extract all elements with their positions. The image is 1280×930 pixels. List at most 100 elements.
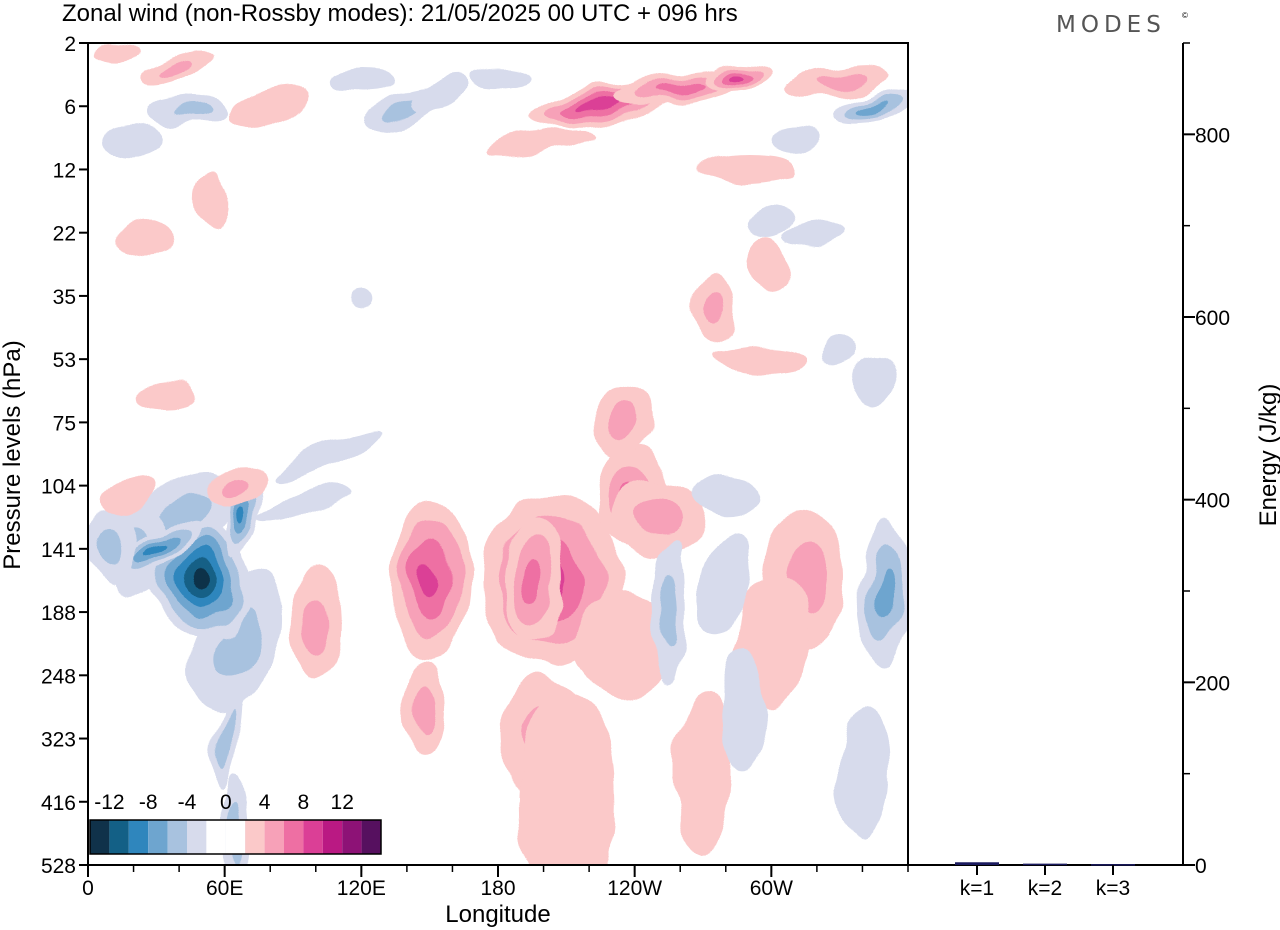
easterly-contour <box>412 76 470 111</box>
pressure-tick-label: 104 <box>41 476 76 499</box>
energy-bar <box>1091 864 1135 866</box>
easterly-contour <box>751 206 792 235</box>
pressure-tick-label: 141 <box>41 539 76 562</box>
westerly-contour <box>704 291 725 327</box>
energy-category-label: k=2 <box>1028 877 1062 900</box>
wind-anomaly-field <box>88 47 908 865</box>
colorbar-swatch <box>225 820 246 854</box>
westerly-contour <box>728 71 746 79</box>
y-axis-label: Pressure levels (hPa) <box>0 340 26 569</box>
energy-axis: 0 200 400 600 800 <box>1183 42 1230 878</box>
westerly-contour <box>160 59 199 78</box>
colorbar: -12 -8 -4 0 4 8 12 <box>89 791 382 855</box>
colorbar-swatch <box>109 820 129 854</box>
colorbar-swatch <box>128 820 149 854</box>
energy-bars: k=1 k=2 k=3 <box>955 862 1135 900</box>
easterly-contour <box>837 700 888 841</box>
x-axis-label: Longitude <box>445 901 550 928</box>
colorbar-swatch <box>361 820 381 854</box>
pressure-tick-label: 528 <box>41 855 76 878</box>
energy-category-label: k=3 <box>1096 877 1130 900</box>
energy-bar <box>955 862 999 865</box>
energy-tick-label: 0 <box>1195 855 1207 878</box>
colorbar-tick-label: -4 <box>178 791 197 814</box>
longitude-tick-label: 60E <box>206 877 243 900</box>
energy-panel: k=1 k=2 k=3 0 200 400 600 800 Energy (J/kg) <box>908 42 1280 900</box>
westerly-contour <box>415 684 436 730</box>
longitude-tick-label: 180 <box>480 877 515 900</box>
easterly-contour <box>272 426 382 482</box>
modes-logo: MODES <box>1056 12 1166 38</box>
colorbar-tick-label: 12 <box>331 791 354 814</box>
colorbar-swatch <box>90 820 110 854</box>
colorbar-swatch <box>167 820 187 854</box>
pressure-tick-label: 35 <box>53 286 76 309</box>
pressure-tick-label: 416 <box>41 792 76 815</box>
westerly-contour <box>303 594 329 655</box>
colorbar-tick-label: -12 <box>94 791 124 814</box>
pressure-tick-label: 2 <box>64 33 76 56</box>
westerly-contour <box>657 80 704 94</box>
easterly-contour <box>695 478 756 519</box>
easterly-contour <box>238 507 248 527</box>
colorbar-tick-label: -8 <box>139 791 158 814</box>
pressure-tick-label: 12 <box>53 159 76 182</box>
westerly-contour <box>673 690 733 851</box>
colorbar-swatch <box>342 820 362 854</box>
westerly-contour <box>516 691 617 865</box>
easterly-contour <box>331 68 392 93</box>
colorbar-tick-label: 8 <box>298 791 310 814</box>
westerly-contour <box>580 100 621 112</box>
energy-tick-label: 600 <box>1195 307 1230 330</box>
colorbar-swatch <box>303 820 323 854</box>
westerly-contour <box>751 234 792 295</box>
colorbar-swatch <box>206 820 226 854</box>
westerly-contour <box>634 497 680 538</box>
pressure-tick-label: 22 <box>53 223 76 246</box>
easterly-contour <box>222 711 237 766</box>
westerly-contour <box>573 593 674 694</box>
westerly-contour <box>524 560 545 601</box>
westerly-contour <box>232 84 309 128</box>
pressure-tick-label: 6 <box>64 96 76 119</box>
pressure-tick-label: 75 <box>53 412 76 435</box>
colorbar-tick-label: 4 <box>259 791 271 814</box>
colorbar-swatch <box>245 820 265 854</box>
modes-logo-mark: © <box>1182 11 1188 20</box>
easterly-contour <box>257 485 352 525</box>
westerly-contour <box>142 383 193 412</box>
easterly-contour <box>103 119 164 156</box>
pressure-tick-label: 53 <box>53 349 76 372</box>
easterly-contour <box>146 542 167 556</box>
longitude-axis: 0 60E 120E 180 120W 60W <box>82 865 909 900</box>
easterly-contour <box>722 646 766 767</box>
easterly-contour <box>786 220 847 245</box>
westerly-contour <box>815 72 865 90</box>
easterly-contour <box>170 105 211 120</box>
easterly-contour <box>698 531 754 630</box>
easterly-contour <box>468 64 528 85</box>
westerly-contour <box>484 129 603 159</box>
longitude-tick-label: 120E <box>337 877 386 900</box>
westerly-contour <box>90 47 141 64</box>
westerly-contour <box>195 171 232 232</box>
zonal-wind-panel: 0 60E 120E 180 120W 60W 2 6 12 22 35 53 75 104 141 188… <box>0 33 909 928</box>
pressure-tick-label: 248 <box>41 665 76 688</box>
energy-axis-label: Energy (J/kg) <box>1255 384 1280 527</box>
colorbar-tick-label: 0 <box>220 791 232 814</box>
easterly-contour <box>853 362 894 407</box>
colorbar-swatch <box>322 820 343 854</box>
westerly-contour <box>698 153 799 186</box>
colorbar-swatch <box>148 820 168 854</box>
easterly-contour <box>351 283 372 308</box>
energy-category-label: k=1 <box>960 877 994 900</box>
westerly-contour <box>605 404 641 440</box>
energy-tick-label: 200 <box>1195 672 1230 695</box>
easterly-contour <box>821 334 858 371</box>
easterly-contour <box>661 577 677 648</box>
colorbar-swatch <box>284 820 304 854</box>
easterly-contour <box>97 528 124 569</box>
easterly-contour <box>764 123 825 152</box>
longitude-tick-label: 120W <box>607 877 662 900</box>
